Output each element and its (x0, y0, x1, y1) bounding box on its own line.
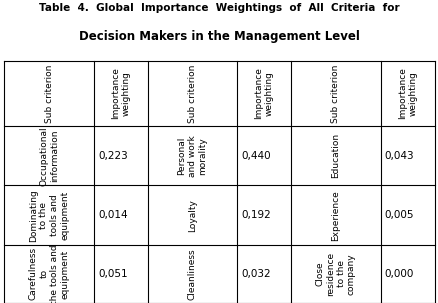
Text: Cleanliness: Cleanliness (187, 248, 197, 300)
Text: 0,440: 0,440 (241, 151, 270, 161)
Text: Sub criterion: Sub criterion (331, 64, 339, 122)
Text: Occupational
information: Occupational information (39, 126, 59, 185)
Text: 0,043: 0,043 (384, 151, 413, 161)
Text: Close
residence
to the
company: Close residence to the company (315, 252, 355, 296)
Text: Sub criterion: Sub criterion (187, 64, 197, 122)
Text: 0,223: 0,223 (98, 151, 127, 161)
Text: Education: Education (331, 133, 339, 178)
Text: Dominating
to the
tools and
equipment: Dominating to the tools and equipment (29, 189, 69, 241)
Text: 0,014: 0,014 (98, 210, 127, 220)
Text: Table  4.  Global  Importance  Weightings  of  All  Criteria  for: Table 4. Global Importance Weightings of… (39, 3, 399, 13)
Text: Decision Makers in the Management Level: Decision Makers in the Management Level (79, 30, 359, 43)
Text: 0,051: 0,051 (98, 269, 127, 279)
Text: 0,032: 0,032 (241, 269, 270, 279)
Text: Sub criterion: Sub criterion (44, 64, 53, 122)
Text: 0,192: 0,192 (241, 210, 271, 220)
Text: Experience: Experience (331, 190, 339, 241)
Text: Importance
weighting: Importance weighting (111, 67, 130, 119)
Text: 0,000: 0,000 (384, 269, 413, 279)
Text: 0,005: 0,005 (384, 210, 413, 220)
Text: Loyalty: Loyalty (187, 199, 197, 231)
Text: Personal
and work
morality: Personal and work morality (177, 135, 207, 177)
Text: Carefulness
to
the tools and
equipment: Carefulness to the tools and equipment (29, 244, 69, 303)
Text: Importance
weighting: Importance weighting (254, 67, 273, 119)
Text: Importance
weighting: Importance weighting (397, 67, 417, 119)
